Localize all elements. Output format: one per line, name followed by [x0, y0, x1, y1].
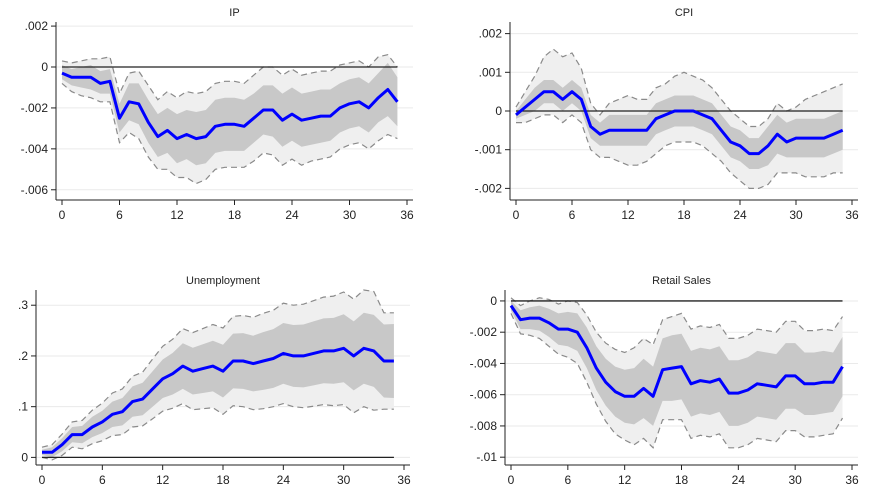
y-tick-label: -.004	[470, 356, 498, 370]
x-tick-label: 12	[156, 473, 170, 487]
x-tick-label: 36	[845, 473, 859, 487]
x-tick-label: 12	[618, 473, 632, 487]
y-tick-label: .001	[479, 65, 503, 79]
y-tick-label: -.004	[21, 142, 49, 156]
y-tick-label: -.006	[21, 183, 49, 197]
y-tick-label: -.006	[470, 388, 498, 402]
x-tick-label: 6	[116, 208, 123, 222]
chart-panel-3: Retail Sales 0 -.002 -.004 -.006 -.008 -.01 0 6 1…	[470, 275, 859, 487]
chart-title: CPI	[675, 7, 693, 19]
outer-band-upper-line	[61, 54, 398, 101]
y-tick-label: 0	[41, 60, 48, 74]
y-tick-label: .002	[25, 19, 49, 33]
impulse-response-line	[42, 346, 394, 454]
inner-confidence-band	[62, 62, 398, 166]
chart-title: Retail Sales	[652, 275, 711, 287]
chart-panel-1: CPI .002 .001 0 -.001 -.002 0 6 12 18 24 30 36	[475, 7, 859, 222]
x-tick-label: 6	[569, 208, 576, 222]
x-tick-label: 0	[39, 473, 46, 487]
chart-panel-2: Unemployment .3 .2 .1 00 6 12 18 24 30 36	[18, 275, 411, 487]
x-tick-label: 36	[397, 473, 411, 487]
x-tick-label: 30	[789, 208, 803, 222]
impulse-response-line	[509, 304, 844, 398]
y-tick-label: -.01	[476, 450, 497, 464]
x-tick-label: 24	[285, 208, 299, 222]
x-tick-label: 18	[216, 473, 230, 487]
x-tick-label: 30	[788, 473, 802, 487]
inner-confidence-band	[511, 300, 843, 426]
impulse-response-line	[61, 71, 399, 141]
x-tick-label: 30	[337, 473, 351, 487]
x-tick-label: 24	[733, 208, 747, 222]
x-tick-label: 18	[675, 473, 689, 487]
outer-band-lower-line	[41, 402, 394, 461]
chart-title: Unemployment	[186, 275, 260, 287]
x-tick-label: 18	[677, 208, 691, 222]
chart-title: IP	[229, 7, 239, 19]
y-tick-label: -.002	[21, 101, 49, 115]
y-tick-label: 0	[495, 104, 502, 118]
x-tick-label: 6	[564, 473, 571, 487]
y-tick-label: 0	[21, 450, 28, 464]
y-tick-label: -.008	[470, 419, 498, 433]
y-tick-label: -.002	[470, 325, 498, 339]
x-tick-label: 24	[732, 473, 746, 487]
x-tick-label: 36	[845, 208, 859, 222]
impulse-response-line	[515, 90, 844, 156]
y-tick-label: .002	[479, 27, 503, 41]
x-tick-label: 12	[621, 208, 635, 222]
x-tick-label: 6	[99, 473, 106, 487]
x-tick-label: 0	[508, 473, 515, 487]
y-tick-label: .1	[18, 400, 28, 414]
x-tick-label: 0	[513, 208, 520, 222]
y-tick-label: -.002	[475, 181, 503, 195]
chart-panel-0: IP .002 0 -.002 -.004 -.006 0 6 12 18 24 30 36	[21, 7, 414, 222]
y-tick-label: .2	[18, 349, 28, 363]
x-tick-label: 30	[343, 208, 357, 222]
y-tick-label: -.001	[475, 143, 503, 157]
x-tick-label: 36	[400, 208, 414, 222]
inner-confidence-band	[516, 80, 843, 169]
inner-confidence-band	[42, 312, 394, 458]
outer-band-lower-line	[516, 114, 843, 189]
outer-band-lower-line	[510, 313, 844, 449]
x-tick-label: 12	[170, 208, 184, 222]
x-tick-label: 18	[228, 208, 242, 222]
x-tick-label: 24	[277, 473, 291, 487]
y-tick-label: .3	[18, 298, 28, 312]
outer-band-upper-line	[41, 289, 394, 448]
x-tick-label: 0	[59, 208, 66, 222]
y-tick-label: 0	[490, 294, 497, 308]
